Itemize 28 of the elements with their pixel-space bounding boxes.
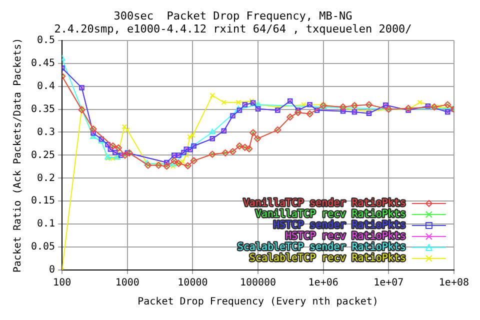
y-tick-label: 0.2	[37, 172, 56, 184]
y-tick-label: 0.45	[30, 58, 56, 69]
chart-title: 300sec Packet Drop Frequency, MB-NG	[114, 9, 352, 22]
y-tick-label: 0.1	[37, 218, 56, 230]
y-tick-label: 0.15	[30, 196, 56, 207]
y-tick-label: 0	[49, 264, 56, 276]
x-tick-label: 1000	[115, 278, 140, 289]
x-tick-label: 10000	[178, 278, 208, 289]
x-tick-label: 100000	[240, 278, 276, 289]
legend-label: VanillaTCP sender RatioPkts	[243, 198, 406, 210]
x-axis-title: Packet Drop Frequency (Every nth packet)	[138, 296, 378, 308]
legend-label: ScalableTCP sender RatioPkts	[237, 242, 406, 254]
y-tick-label: 0.35	[30, 104, 56, 115]
x-tick-label: 1e+07	[374, 278, 404, 289]
legend-label: VanillaTCP recv RatioPkts	[255, 209, 406, 220]
chart-subtitle: 2.4.20smp, e1000-4.4.12 rxint 64/64 , txqueuelen 2000/	[54, 22, 412, 36]
x-tick-label: 100	[53, 278, 72, 289]
x-tick-label: 1e+08	[438, 278, 470, 289]
y-axis-title: Packet Ratio (Ack Packets/Data Packets)	[12, 38, 24, 273]
legend-label: HSTCP recv RatioPkts	[286, 231, 406, 242]
x-tick-label: 1e+06	[308, 278, 338, 289]
legend-label: ScalableTCP recv RatioPkts	[249, 253, 406, 264]
y-tick-label: 0.05	[30, 242, 56, 253]
y-tick-label: 0.4	[37, 80, 56, 92]
y-tick-label: 0.25	[30, 150, 56, 161]
y-tick-label: 0.3	[37, 126, 56, 138]
legend-label: HSTCP sender RatioPkts	[273, 220, 406, 232]
y-tick-label: 0.5	[37, 34, 56, 46]
